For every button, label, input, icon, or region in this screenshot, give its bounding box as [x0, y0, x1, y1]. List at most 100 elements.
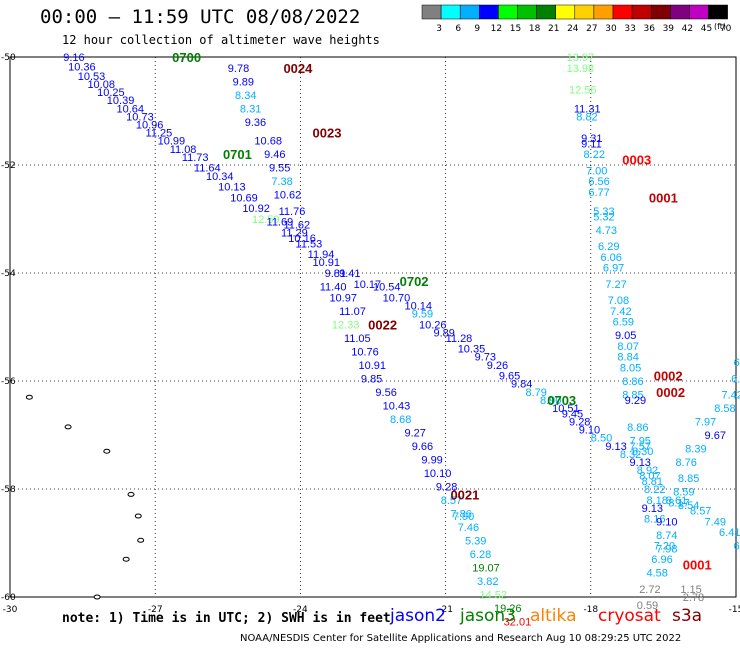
wave-height-value: 7.98 [656, 543, 677, 555]
wave-height-value: 12.33 [332, 319, 360, 331]
wave-height-value: 6.56 [588, 176, 609, 188]
wave-height-value: 8.07 [639, 471, 660, 483]
wave-height-value: 10.53 [78, 71, 106, 83]
wave-height-value: 11.25 [146, 128, 173, 140]
wave-height-value: 8.22 [644, 484, 665, 496]
legend-s3a: s3a [672, 606, 703, 626]
wave-height-value: 7.08 [608, 295, 629, 307]
wave-height-value: 32.01 [504, 616, 532, 628]
lat-tick-label: -58 [1, 485, 16, 495]
wave-height-value: 11.07 [339, 306, 366, 318]
lon-tick-label: -27 [148, 605, 163, 615]
wave-height-value: 10.99 [158, 136, 186, 148]
wave-height-value: 10.10 [424, 468, 452, 480]
wave-height-value: 6.28 [470, 549, 491, 561]
wave-height-value: 9.13 [642, 503, 663, 515]
colorbar-swatch [612, 4, 633, 20]
wave-height-value: 7.95 [630, 435, 651, 447]
wave-height-value: 5.39 [465, 535, 486, 547]
wave-height-value: 8.30 [632, 446, 653, 458]
wave-height-value: 9.59 [412, 309, 433, 321]
colorbar-swatch [498, 4, 518, 20]
wave-height-value: 4.58 [646, 568, 667, 580]
wave-height-value: 7.97 [695, 417, 716, 429]
wave-height-value: 2.72 [639, 584, 660, 596]
credit-line: NOAA/NESDIS Center for Satellite Applica… [240, 633, 682, 644]
lat-tick-label: -60 [1, 593, 16, 603]
colorbar-swatch [536, 4, 556, 20]
colorbar-swatch [689, 4, 709, 20]
wave-height-value: 8.54 [678, 500, 699, 512]
wave-height-value: 10.17 [354, 279, 382, 291]
track-time-label: 0002 [656, 385, 685, 400]
colorbar-label: 21 [548, 24, 559, 34]
wave-height-value: 11.53 [296, 238, 323, 250]
wave-height-value: 8.50 [591, 433, 612, 445]
colorbar-label: 36 [643, 24, 655, 34]
wave-height-value: 11.29 [281, 228, 308, 240]
wave-height-value: 8.85 [622, 390, 643, 402]
wave-height-value: 11.62 [283, 219, 310, 231]
colorbar-label: 39 [663, 24, 675, 34]
footnote: note: 1) Time is in UTC; 2) SWH is in fe… [62, 611, 391, 626]
track-time-label: 0703 [547, 393, 576, 408]
wave-height-value: 10.34 [206, 171, 234, 183]
colorbar-swatch [708, 4, 728, 20]
wave-height-value: 9.78 [228, 63, 249, 75]
wave-height-value: 8.61 [666, 495, 687, 507]
wave-height-value: 10.69 [230, 192, 258, 204]
wave-height-value: 7.46 [458, 522, 479, 534]
colorbar-label: 30 [605, 24, 617, 34]
wave-height-value: 12.56 [569, 84, 597, 96]
island-outline [122, 556, 130, 562]
colorbar-swatch [555, 4, 576, 20]
wave-height-value: 11.08 [170, 144, 197, 156]
legend-cryosat: cryosat [598, 606, 661, 626]
wave-height-value: 11.05 [344, 333, 371, 345]
wave-height-value: 11.64 [194, 163, 221, 175]
wave-height-value: 10.08 [87, 79, 115, 91]
wave-height-value: 10.25 [97, 87, 125, 99]
wave-height-value: 6.59 [613, 317, 634, 329]
wave-height-value: 10.96 [136, 120, 164, 132]
wave-height-value: 8.76 [676, 457, 697, 469]
wave-height-value: 8.57 [441, 495, 462, 507]
wave-height-value: 8.92 [637, 465, 658, 477]
wave-height-value: 9.13 [605, 441, 626, 453]
wave-height-value: 9.65 [499, 371, 520, 383]
lat-tick-label: -54 [1, 269, 16, 279]
lat-tick-label: -56 [1, 377, 16, 387]
wave-height-value: 9.73 [475, 352, 496, 364]
wave-height-value: 9.13 [630, 457, 651, 469]
wave-height-value: 10.62 [274, 190, 302, 202]
wave-height-value: 7.27 [605, 279, 626, 291]
wave-height-value: 11.40 [320, 282, 347, 294]
wave-height-value: 8.58 [714, 403, 735, 415]
colorbar-label: 15 [510, 24, 521, 34]
wave-height-value: 9.41 [339, 268, 360, 280]
colorbar-swatch [517, 4, 537, 20]
wave-height-value: 8.31 [240, 103, 261, 115]
wave-height-value: 10.68 [254, 136, 282, 148]
wave-height-value: 9.11 [581, 138, 602, 150]
wave-height-value: 9.10 [656, 516, 677, 528]
wave-height-value: 6.77 [588, 187, 609, 199]
wave-height-value: 2.78 [683, 592, 704, 604]
track-time-label: 0701 [223, 147, 252, 162]
wave-height-value: 9.05 [615, 330, 636, 342]
wave-height-value: 7.49 [705, 516, 726, 528]
track-time-label: 0003 [622, 153, 651, 168]
wave-height-value: 9.99 [421, 454, 442, 466]
island-outline [127, 491, 135, 497]
wave-height-value: 19.26 [494, 603, 522, 615]
colorbar-swatch [631, 4, 652, 20]
wave-height-value: 10.43 [383, 400, 411, 412]
colorbar-swatch [479, 4, 499, 20]
colorbar-swatch [670, 4, 690, 20]
colorbar-label: 9 [474, 24, 480, 34]
colorbar: 3 6 9 12 15 18 21 24 27 30 33 36 39 42 45 70 [421, 4, 732, 34]
colorbar-label: 3 [436, 24, 442, 34]
colorbar-swatch [440, 4, 461, 20]
wave-height-value: 8.82 [576, 111, 597, 123]
